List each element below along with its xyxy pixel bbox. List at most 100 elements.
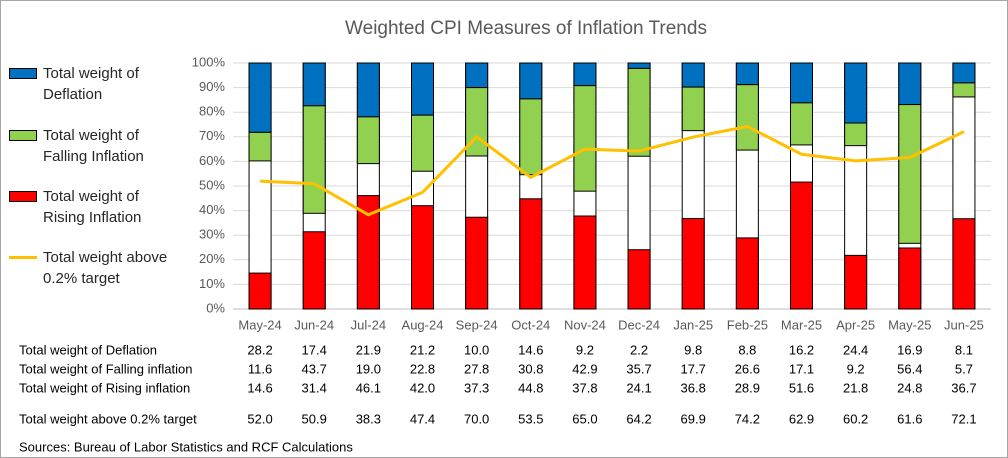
table-cell: 17.1: [789, 361, 814, 376]
bar-segment: [573, 85, 597, 192]
table-cell: 37.8: [572, 380, 597, 395]
y-tick-label: 20%: [199, 251, 225, 266]
x-tick-label: May-25: [888, 317, 931, 332]
y-tick-label: 60%: [199, 153, 225, 168]
table-cell: 72.1: [951, 411, 976, 426]
table-cell: 24.4: [843, 342, 868, 357]
bar-segment: [681, 86, 705, 132]
bar-segment: [844, 122, 868, 147]
table-cell: 2.2: [630, 342, 648, 357]
bar-segment: [248, 131, 272, 162]
table-cell: 56.4: [897, 361, 922, 376]
table-cell: 60.2: [843, 411, 868, 426]
table-cell: 16.2: [789, 342, 814, 357]
legend-label: Total weight of Deflation: [43, 65, 139, 103]
bar-segment: [790, 102, 813, 146]
table-cell: 22.8: [410, 361, 435, 376]
bar-segment: [411, 62, 434, 116]
bar-segment: [898, 247, 922, 310]
table-cell: 36.8: [681, 380, 706, 395]
y-tick-label: 40%: [199, 202, 225, 217]
bar-segment: [844, 254, 868, 310]
bar-segment: [952, 62, 976, 84]
legend-swatch: [9, 256, 37, 259]
x-tick-label: Sep-24: [456, 317, 498, 332]
table-cell: 70.0: [464, 411, 489, 426]
bar-segment: [519, 62, 543, 100]
legend-swatch: [9, 130, 37, 141]
table-cell: 65.0: [572, 411, 597, 426]
bar-segment: [681, 62, 705, 88]
bar-segment: [302, 231, 326, 310]
x-tick-label: May-24: [238, 317, 281, 332]
legend-item: Total weight of Deflation: [9, 63, 183, 105]
bar-segment: [519, 198, 543, 310]
table-cell: 44.8: [518, 380, 543, 395]
bar-segment: [735, 237, 759, 310]
table-cell: 8.8: [738, 342, 756, 357]
table-cell: 51.6: [789, 380, 814, 395]
bar-segment: [627, 67, 651, 157]
x-tick-label: Jun-25: [944, 317, 984, 332]
x-tick-label: Apr-25: [836, 317, 875, 332]
table-cell: 52.0: [247, 411, 272, 426]
bar-segment: [465, 62, 489, 89]
bar-segment: [302, 62, 326, 107]
bar-segment: [411, 205, 434, 310]
bar-segment: [790, 62, 813, 104]
table-cell: 11.6: [248, 361, 272, 376]
bar-segment: [356, 195, 380, 310]
bar-segment: [356, 62, 380, 118]
x-tick-label: Mar-25: [781, 317, 822, 332]
table-cell: 31.4: [302, 380, 327, 395]
source-note: Sources: Bureau of Labor Statistics and …: [19, 439, 353, 454]
table-cell: 21.8: [843, 380, 868, 395]
legend-item: Total weight of Falling Inflation: [9, 125, 183, 167]
bar-segment: [952, 82, 976, 98]
bar-segment: [898, 104, 922, 244]
y-tick-label: 90%: [199, 79, 225, 94]
table-cell: 16.9: [897, 342, 922, 357]
legend-label: Total weight of Rising Inflation: [43, 188, 142, 226]
table-cell: 9.2: [847, 361, 865, 376]
legend-item: Total weight of Rising Inflation: [9, 186, 183, 228]
table-cell: 14.6: [247, 380, 272, 395]
table-cell: 28.2: [247, 342, 272, 357]
legend-label: Total weight above 0.2% target: [43, 249, 168, 287]
table-cell: 35.7: [626, 361, 651, 376]
table-cell: 42.9: [572, 361, 597, 376]
table-cell: 61.6: [897, 411, 922, 426]
table-cell: 24.8: [897, 380, 922, 395]
table-cell: 26.6: [735, 361, 760, 376]
y-tick-label: 70%: [199, 128, 225, 143]
table-cell: 24.1: [626, 380, 651, 395]
x-tick-label: Feb-25: [727, 317, 768, 332]
line-series: [259, 124, 965, 217]
legend-label: Total weight of Falling Inflation: [43, 127, 144, 165]
bar-segment: [248, 272, 272, 310]
table-cell: 74.2: [735, 411, 760, 426]
x-tick-label: Jan-25: [673, 317, 713, 332]
bar-segment: [844, 62, 868, 124]
bar-segment: [898, 62, 922, 106]
y-tick-label: 50%: [199, 177, 225, 192]
x-tick-label: Aug-24: [402, 317, 444, 332]
legend-swatch: [9, 68, 37, 79]
table-cell: 38.3: [356, 411, 381, 426]
chart-title: Weighted CPI Measures of Inflation Trend…: [345, 18, 707, 39]
table-cell: 17.7: [681, 361, 706, 376]
table-cell: 69.9: [681, 411, 706, 426]
x-tick-label: Dec-24: [618, 317, 660, 332]
legend-item: Total weight above 0.2% target: [9, 247, 183, 289]
x-tick-label: Nov-24: [564, 317, 606, 332]
table-cell: 21.9: [356, 342, 381, 357]
bar-segment: [735, 62, 759, 86]
table-cell: 21.2: [410, 342, 435, 357]
bar-segment: [735, 84, 759, 151]
table-cell: 19.0: [356, 361, 381, 376]
table-cell: 27.8: [464, 361, 489, 376]
bar-segment: [790, 181, 813, 310]
bar-segment: [627, 62, 651, 69]
